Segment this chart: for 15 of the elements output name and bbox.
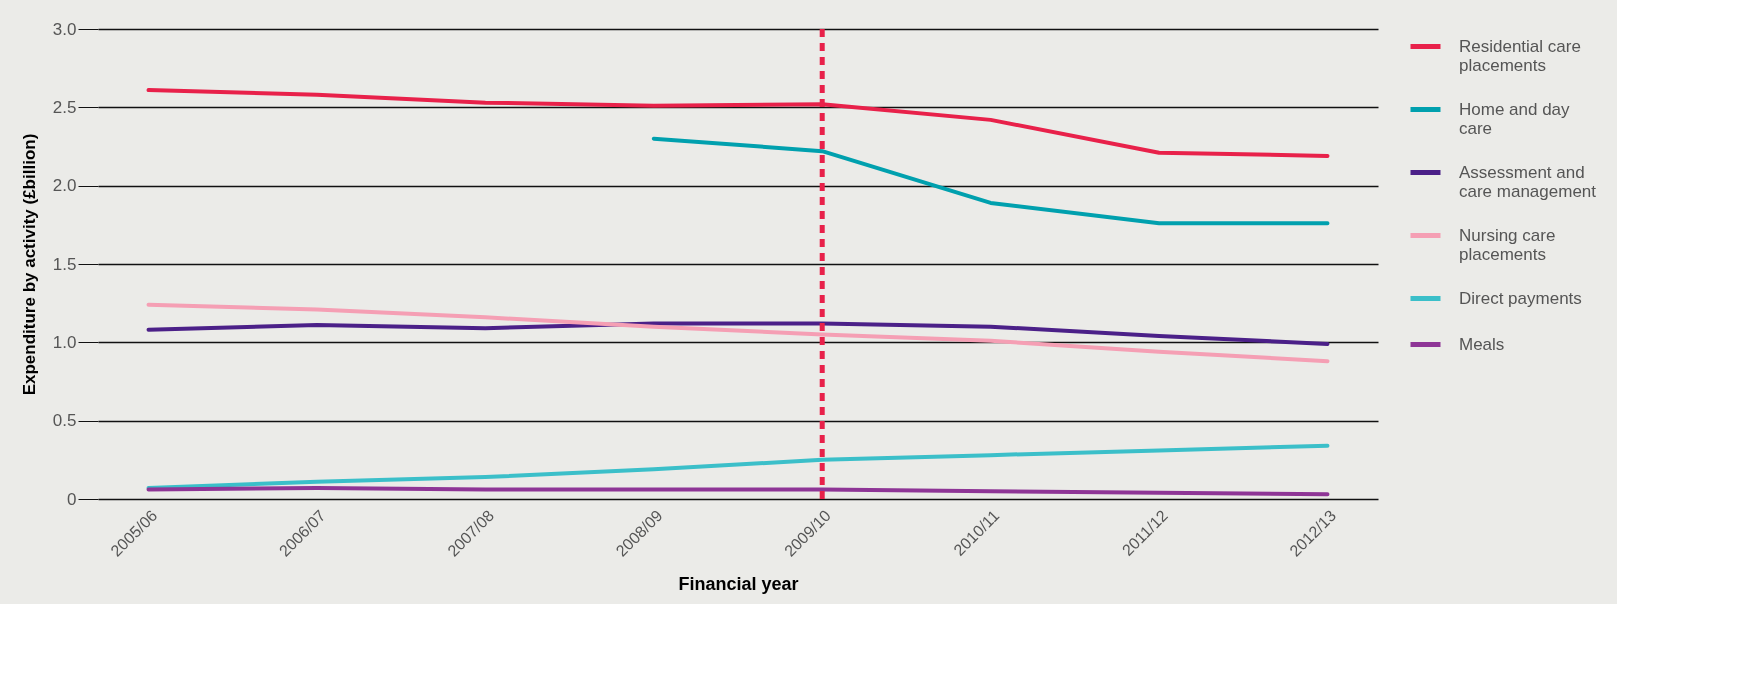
y-tick-label: 0.5 — [52, 411, 77, 431]
legend-label: Direct payments — [1459, 288, 1582, 308]
legend-label: Residential care placements — [1459, 36, 1581, 75]
legend-label: Nursing care placements — [1459, 225, 1556, 264]
y-tick-label: 3.0 — [52, 19, 77, 39]
x-axis-title: Financial year — [678, 573, 799, 594]
legend-label: Meals — [1459, 334, 1505, 354]
legend-label: Home and day care — [1459, 99, 1571, 138]
legend-label: Assessment and care management — [1459, 162, 1597, 201]
y-axis-title: Expenditure by activity (£billion) — [19, 133, 39, 396]
y-tick-label: 1.0 — [52, 332, 77, 352]
y-tick-label: 1.5 — [52, 254, 77, 274]
y-tick-label: 0 — [67, 489, 77, 509]
y-tick-label: 2.5 — [52, 97, 77, 117]
y-tick-label: 2.0 — [52, 176, 77, 196]
